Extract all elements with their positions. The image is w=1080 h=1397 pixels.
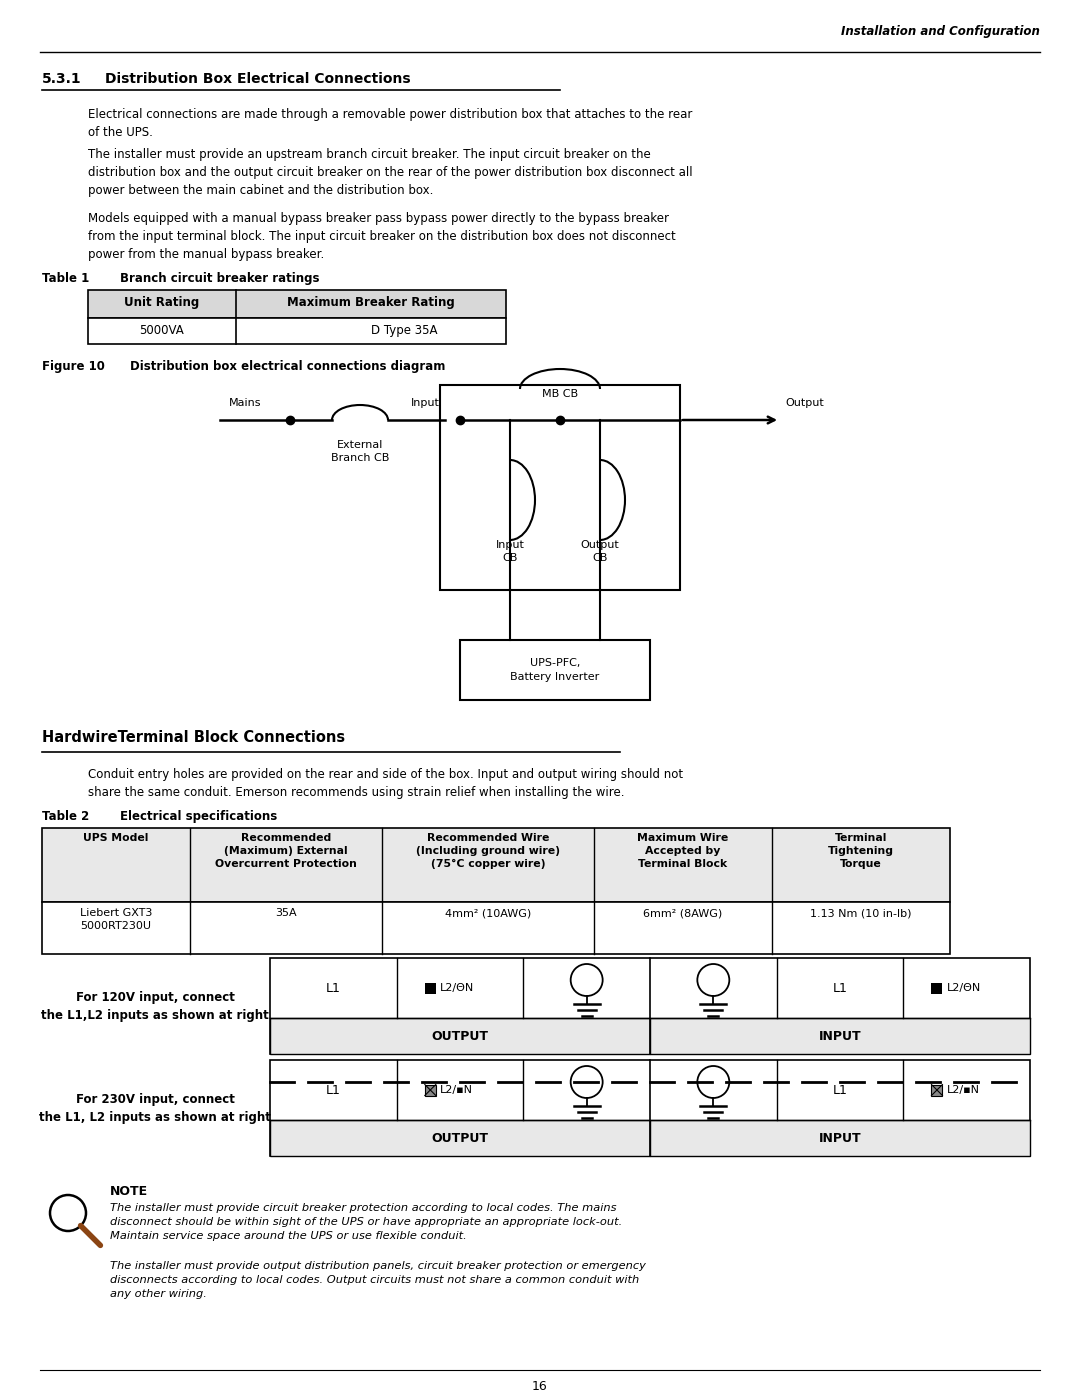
Text: Terminal
Tightening
Torque: Terminal Tightening Torque (828, 833, 894, 869)
Text: 35A: 35A (275, 908, 297, 918)
Text: Installation and Configuration: Installation and Configuration (841, 25, 1040, 38)
Text: Electrical specifications: Electrical specifications (120, 810, 278, 823)
Text: Liebert GXT3
5000RT230U: Liebert GXT3 5000RT230U (80, 908, 152, 930)
Bar (42, 902, 950, 954)
Bar (931, 1084, 943, 1095)
Text: 6mm² (8AWG): 6mm² (8AWG) (644, 908, 723, 918)
Bar (270, 1120, 650, 1155)
Bar (440, 386, 680, 590)
Text: 5000VA: 5000VA (139, 324, 185, 337)
Text: Branch circuit breaker ratings: Branch circuit breaker ratings (120, 272, 320, 285)
Text: UPS-PFC,
Battery Inverter: UPS-PFC, Battery Inverter (511, 658, 599, 682)
Bar (424, 982, 436, 993)
Text: OUTPUT: OUTPUT (432, 1132, 488, 1144)
Text: 4mm² (10AWG): 4mm² (10AWG) (445, 908, 531, 918)
Text: MB CB: MB CB (542, 388, 578, 400)
Text: L1: L1 (326, 1084, 341, 1097)
Text: Table 2: Table 2 (42, 810, 90, 823)
Text: Input
CB: Input CB (496, 541, 525, 563)
Text: External
Branch CB: External Branch CB (330, 440, 389, 464)
Text: Distribution box electrical connections diagram: Distribution box electrical connections … (130, 360, 445, 373)
Text: HardwireTerminal Block Connections: HardwireTerminal Block Connections (42, 731, 346, 745)
Bar (424, 1084, 436, 1095)
Text: Recommended Wire
(Including ground wire)
(75°C copper wire): Recommended Wire (Including ground wire)… (416, 833, 561, 869)
Text: Conduit entry holes are provided on the rear and side of the box. Input and outp: Conduit entry holes are provided on the … (87, 768, 684, 799)
Text: Maximum Breaker Rating: Maximum Breaker Rating (287, 296, 455, 309)
Text: NOTE: NOTE (110, 1185, 148, 1199)
Text: Mains: Mains (229, 398, 261, 408)
Text: 16: 16 (532, 1380, 548, 1393)
Text: Recommended
(Maximum) External
Overcurrent Protection: Recommended (Maximum) External Overcurre… (215, 833, 356, 869)
Bar (650, 1018, 1030, 1053)
Text: Table 1: Table 1 (42, 272, 90, 285)
Text: Output: Output (785, 398, 824, 408)
Bar (270, 1060, 1030, 1155)
Text: INPUT: INPUT (819, 1132, 862, 1144)
Text: Electrical connections are made through a removable power distribution box that : Electrical connections are made through … (87, 108, 692, 138)
Text: Unit Rating: Unit Rating (124, 296, 200, 309)
Text: For 230V input, connect
the L1, L2 inputs as shown at right: For 230V input, connect the L1, L2 input… (39, 1092, 271, 1123)
Bar (650, 1120, 1030, 1155)
Text: L2/ΘN: L2/ΘN (441, 983, 474, 993)
Text: Figure 10: Figure 10 (42, 360, 105, 373)
Text: Distribution Box Electrical Connections: Distribution Box Electrical Connections (105, 73, 410, 87)
Text: Models equipped with a manual bypass breaker pass bypass power directly to the b: Models equipped with a manual bypass bre… (87, 212, 676, 261)
Text: L1: L1 (833, 982, 848, 995)
Bar (42, 828, 950, 902)
Text: L1: L1 (833, 1084, 848, 1097)
Text: L2/▪N: L2/▪N (441, 1085, 473, 1095)
Text: D Type 35A: D Type 35A (372, 324, 437, 337)
Text: L2/ΘN: L2/ΘN (947, 983, 981, 993)
Text: UPS Model: UPS Model (83, 833, 149, 842)
Text: Input: Input (411, 398, 440, 408)
Text: L1: L1 (326, 982, 341, 995)
Text: 5.3.1: 5.3.1 (42, 73, 82, 87)
Text: L2/▪N: L2/▪N (947, 1085, 980, 1095)
Text: Maximum Wire
Accepted by
Terminal Block: Maximum Wire Accepted by Terminal Block (637, 833, 729, 869)
Text: 1.13 Nm (10 in-lb): 1.13 Nm (10 in-lb) (810, 908, 912, 918)
Bar (270, 958, 1030, 1053)
Bar (87, 291, 507, 319)
Bar (270, 1018, 650, 1053)
Text: The installer must provide circuit breaker protection according to local codes. : The installer must provide circuit break… (110, 1203, 622, 1241)
Text: INPUT: INPUT (819, 1030, 862, 1042)
Bar (460, 640, 650, 700)
Bar (931, 982, 943, 993)
Bar (87, 319, 507, 344)
Text: The installer must provide an upstream branch circuit breaker. The input circuit: The installer must provide an upstream b… (87, 148, 692, 197)
Text: For 120V input, connect
the L1,L2 inputs as shown at right: For 120V input, connect the L1,L2 inputs… (41, 990, 269, 1021)
Text: OUTPUT: OUTPUT (432, 1030, 488, 1042)
Text: Output
CB: Output CB (581, 541, 619, 563)
Text: The installer must provide output distribution panels, circuit breaker protectio: The installer must provide output distri… (110, 1261, 646, 1299)
